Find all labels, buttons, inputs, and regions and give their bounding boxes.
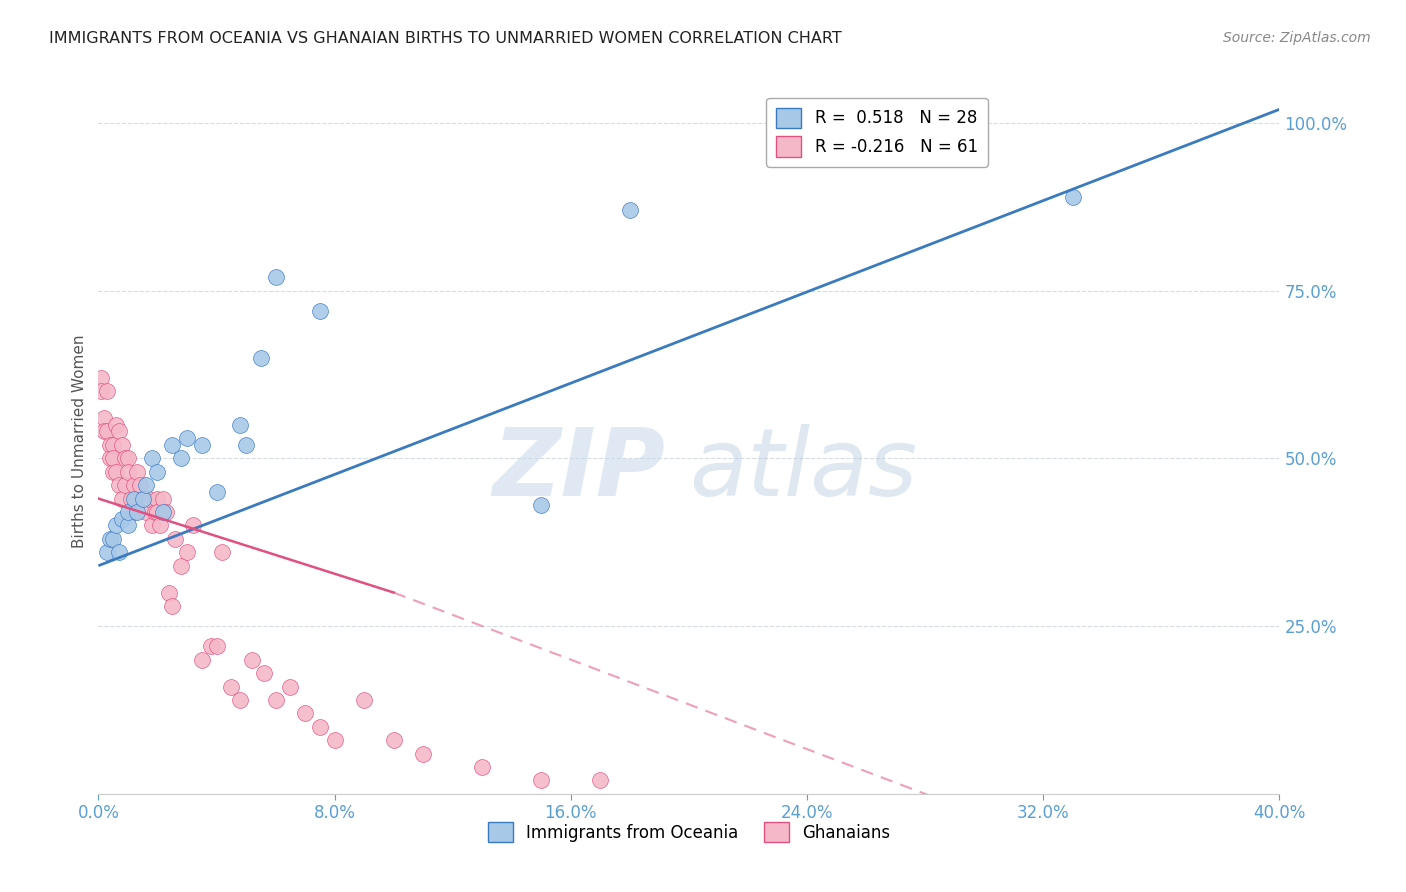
Point: [191, 653, 214, 667]
Point: [90, 384, 112, 399]
Point: [176, 545, 198, 559]
Text: atlas: atlas: [689, 425, 917, 516]
Point: [149, 518, 172, 533]
Point: [382, 733, 405, 747]
Point: [135, 505, 157, 519]
Point: [146, 505, 169, 519]
Point: [200, 639, 222, 653]
Point: [138, 491, 160, 506]
Point: [98, 438, 121, 452]
Point: [93, 425, 115, 439]
Point: [211, 545, 233, 559]
Point: [125, 465, 148, 479]
Y-axis label: Births to Unmarried Women: Births to Unmarried Women: [72, 334, 87, 549]
Legend: Immigrants from Oceania, Ghanaians: Immigrants from Oceania, Ghanaians: [481, 815, 897, 849]
Point: [294, 706, 316, 721]
Point: [264, 693, 287, 707]
Point: [205, 484, 228, 499]
Point: [103, 532, 125, 546]
Point: [122, 478, 145, 492]
Point: [170, 451, 193, 466]
Point: [530, 773, 553, 788]
Point: [96, 384, 118, 399]
Point: [264, 270, 287, 285]
Point: [90, 371, 112, 385]
Point: [250, 351, 273, 365]
Text: ZIP: ZIP: [492, 424, 665, 516]
Point: [323, 733, 346, 747]
Point: [181, 518, 204, 533]
Text: Source: ZipAtlas.com: Source: ZipAtlas.com: [1223, 31, 1371, 45]
Point: [114, 451, 136, 466]
Point: [96, 545, 118, 559]
Point: [191, 438, 214, 452]
Point: [229, 417, 252, 432]
Point: [108, 545, 131, 559]
Point: [128, 478, 150, 492]
Point: [141, 451, 163, 466]
Point: [353, 693, 375, 707]
Point: [253, 666, 276, 681]
Point: [105, 518, 128, 533]
Point: [93, 411, 115, 425]
Point: [141, 518, 163, 533]
Point: [146, 491, 169, 506]
Point: [229, 693, 252, 707]
Point: [157, 585, 180, 599]
Point: [221, 680, 243, 694]
Point: [309, 303, 332, 318]
Point: [135, 478, 157, 492]
Point: [176, 431, 198, 445]
Point: [117, 465, 139, 479]
Point: [117, 518, 139, 533]
Point: [155, 505, 177, 519]
Point: [98, 532, 121, 546]
Point: [105, 465, 128, 479]
Point: [280, 680, 302, 694]
Point: [530, 498, 553, 512]
Point: [162, 438, 183, 452]
Point: [132, 491, 155, 506]
Point: [111, 438, 134, 452]
Point: [143, 505, 166, 519]
Point: [108, 425, 131, 439]
Point: [152, 491, 174, 506]
Point: [170, 558, 193, 573]
Point: [235, 438, 257, 452]
Point: [146, 465, 169, 479]
Point: [103, 465, 125, 479]
Point: [125, 505, 148, 519]
Point: [108, 478, 131, 492]
Point: [162, 599, 183, 613]
Point: [471, 760, 494, 774]
Point: [111, 491, 134, 506]
Point: [98, 451, 121, 466]
Point: [122, 491, 145, 506]
Point: [619, 202, 641, 217]
Point: [165, 532, 187, 546]
Point: [114, 478, 136, 492]
Point: [122, 505, 145, 519]
Point: [96, 425, 118, 439]
Point: [117, 451, 139, 466]
Text: IMMIGRANTS FROM OCEANIA VS GHANAIAN BIRTHS TO UNMARRIED WOMEN CORRELATION CHART: IMMIGRANTS FROM OCEANIA VS GHANAIAN BIRT…: [49, 31, 842, 46]
Point: [120, 491, 142, 506]
Point: [105, 417, 128, 432]
Point: [117, 505, 139, 519]
Point: [132, 491, 155, 506]
Point: [111, 512, 134, 526]
Point: [1062, 189, 1084, 203]
Point: [103, 451, 125, 466]
Point: [103, 438, 125, 452]
Point: [412, 747, 434, 761]
Point: [240, 653, 263, 667]
Point: [309, 720, 332, 734]
Point: [589, 773, 612, 788]
Point: [205, 639, 228, 653]
Point: [152, 505, 174, 519]
